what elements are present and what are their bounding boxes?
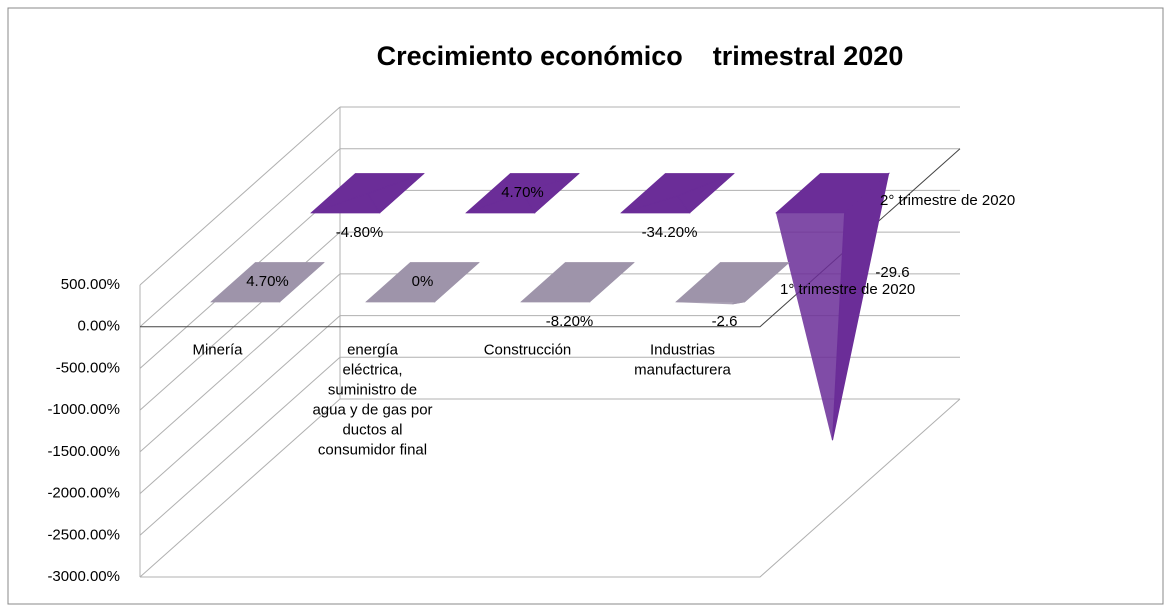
y-tick-label: 0.00% — [77, 318, 120, 335]
chart-frame — [7, 7, 1164, 605]
x-tick-label: Minería — [192, 342, 243, 359]
grid-line — [139, 106, 341, 286]
chart-title: Crecimiento económico trimestral 2020 — [377, 41, 904, 71]
floor-edge — [140, 398, 961, 578]
bar — [520, 262, 635, 303]
grid-line — [139, 398, 341, 578]
bar — [775, 172, 890, 441]
bar-front — [311, 193, 381, 214]
bar — [210, 262, 325, 303]
y-tick-label: -2500.00% — [47, 526, 120, 543]
bar-front — [775, 212, 846, 441]
bar-front — [521, 282, 591, 303]
bar — [620, 173, 735, 214]
grid-line — [139, 273, 341, 453]
bar-front — [466, 192, 536, 214]
y-tick-label: -3000.00% — [47, 568, 120, 585]
bar — [465, 173, 580, 214]
grid-line — [139, 356, 341, 536]
data-label: 4.70% — [246, 273, 289, 290]
bar-front — [676, 301, 745, 305]
grid-line — [139, 231, 341, 411]
floor-edge — [140, 148, 961, 328]
bar-front — [621, 195, 691, 214]
x-tick-label: Construcción — [484, 342, 572, 359]
y-tick-label: -2000.00% — [47, 485, 120, 502]
legend-label: 1° trimestre de 2020 — [780, 281, 915, 298]
data-label: -8.20% — [546, 313, 594, 330]
x-tick-label: Industrias manufacturera — [634, 342, 731, 379]
y-tick-label: -1500.00% — [47, 443, 120, 460]
grid-line — [139, 148, 341, 328]
bar-front — [211, 281, 281, 303]
y-tick-label: -1000.00% — [47, 401, 120, 418]
x-tick-label: energía eléctrica, suministro de agua y de … — [312, 342, 432, 459]
data-label: -2.6 — [712, 313, 738, 330]
grid-line — [139, 315, 341, 494]
bar-front — [366, 281, 436, 303]
bar — [365, 262, 480, 303]
bar — [675, 262, 790, 305]
legend-label: 2° trimestre de 2020 — [880, 192, 1015, 209]
y-tick-label: 500.00% — [61, 276, 120, 293]
y-tick-label: -500.00% — [56, 359, 120, 376]
data-label: -4.80% — [336, 224, 384, 241]
data-label: -29.6 — [875, 264, 909, 281]
data-label: 4.70% — [501, 184, 544, 201]
bar — [310, 173, 425, 214]
data-label: 0% — [412, 273, 434, 290]
data-label: -34.20% — [642, 224, 698, 241]
